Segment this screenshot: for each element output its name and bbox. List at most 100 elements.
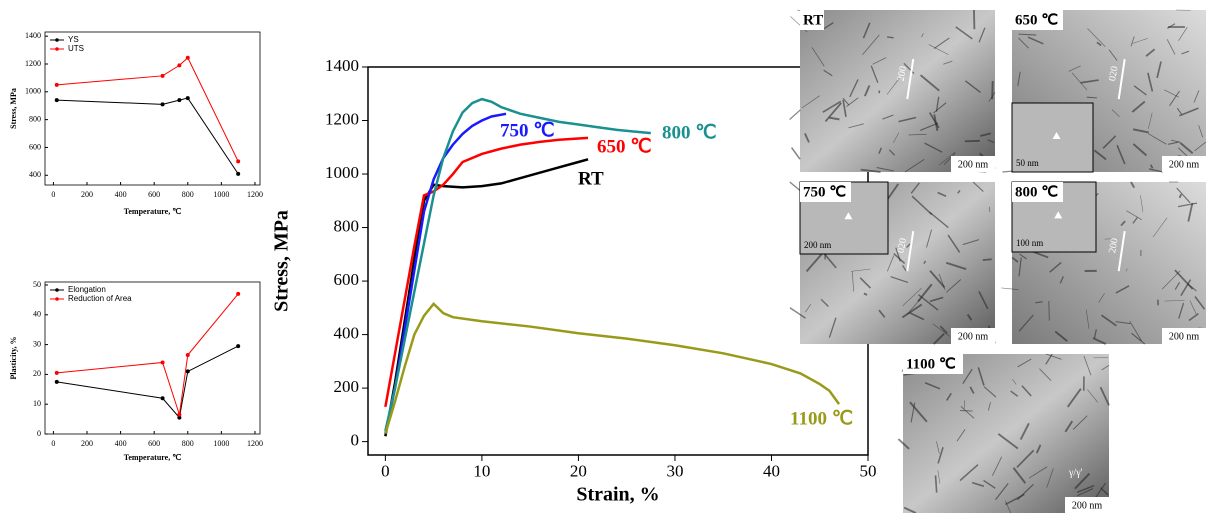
dislocation	[1170, 139, 1179, 143]
data-line	[56, 293, 239, 415]
panel-label: 750 ℃	[803, 184, 846, 200]
dislocation	[1131, 332, 1146, 345]
data-point	[236, 159, 241, 164]
dislocation	[890, 276, 909, 283]
data-point	[236, 291, 241, 296]
label-bg	[800, 10, 824, 30]
dislocation	[1019, 253, 1027, 260]
dislocation	[1010, 390, 1019, 397]
dislocation	[1179, 142, 1194, 154]
data-point	[177, 63, 182, 68]
dislocation	[1108, 49, 1118, 61]
dislocation	[982, 258, 992, 262]
plot-frame	[367, 66, 869, 456]
dislocation	[921, 33, 924, 38]
dislocation	[859, 277, 872, 289]
dislocation	[1085, 309, 1090, 329]
data-point	[177, 98, 182, 103]
dislocation	[801, 95, 820, 109]
dislocation	[876, 167, 894, 172]
series-label: 750 ℃	[500, 120, 555, 141]
dislocation	[964, 80, 981, 93]
dislocation	[1087, 389, 1098, 403]
plot-frame	[44, 31, 261, 186]
dislocation	[1156, 61, 1162, 79]
dislocation	[1166, 23, 1176, 29]
y-axis-label: Stress, MPa	[271, 210, 293, 312]
dislocation	[1066, 388, 1082, 408]
x-axis-label: Temperature, ℃	[124, 453, 181, 462]
dislocation	[1168, 141, 1181, 145]
x-tick-label: 10	[473, 461, 490, 480]
data-point	[185, 369, 190, 374]
data-point	[185, 353, 190, 358]
dislocation	[992, 456, 1003, 476]
dislocation	[1147, 133, 1167, 145]
dislocation	[1012, 467, 1027, 484]
data-point	[54, 98, 59, 103]
dislocation	[911, 195, 933, 216]
dislocation	[820, 298, 829, 307]
dislocation	[959, 464, 979, 482]
dislocation	[960, 405, 975, 419]
g-vector-label: 200	[896, 65, 909, 82]
dislocation	[897, 438, 910, 450]
dislocation	[957, 190, 961, 194]
dislocation	[862, 22, 871, 39]
scale-bg	[1162, 156, 1206, 172]
dislocation	[1018, 37, 1029, 49]
dislocation	[850, 268, 871, 272]
dislocation	[1100, 487, 1109, 496]
y-tick-label: 1000	[325, 163, 359, 182]
label-bg	[903, 354, 963, 374]
dislocation	[1004, 500, 1012, 513]
dislocation	[824, 102, 842, 123]
dislocation	[1039, 368, 1052, 381]
x-tick-label: 0	[51, 190, 55, 199]
micrograph-field	[800, 10, 995, 172]
g-vector	[1117, 230, 1126, 272]
dislocation	[1115, 285, 1130, 294]
dislocation	[848, 123, 864, 129]
dislocation	[1132, 216, 1138, 224]
y-tick-label: 600	[29, 142, 41, 151]
dislocation	[1016, 483, 1034, 501]
series-label: 650 ℃	[597, 136, 652, 157]
dislocation	[863, 85, 871, 97]
y-tick-label: 50	[33, 280, 41, 289]
panel-label: 1100 ℃	[906, 356, 956, 372]
dislocation	[1132, 128, 1149, 134]
y-axis-label: Plasticity, %	[9, 336, 18, 379]
dislocation	[971, 481, 985, 487]
dislocation	[978, 27, 986, 43]
data-line	[56, 345, 239, 419]
dislocation	[983, 479, 996, 489]
dislocation	[979, 132, 991, 137]
dislocation	[1169, 90, 1180, 107]
dislocation	[1145, 48, 1156, 57]
data-point	[160, 396, 165, 401]
dislocation	[1193, 90, 1200, 103]
dislocation	[1100, 314, 1117, 327]
dislocation	[1072, 415, 1088, 430]
dislocation	[983, 386, 997, 398]
dislocation	[909, 312, 925, 321]
micrograph: 1100 ℃ 200 nm γ/γ'	[897, 353, 1110, 513]
dislocation	[823, 69, 833, 77]
dislocation	[1194, 296, 1206, 310]
dislocation	[870, 65, 879, 83]
x-tick-label: 600	[148, 439, 160, 448]
data-line	[56, 97, 239, 175]
dislocation	[1016, 449, 1035, 469]
y-tick-label: 20	[33, 369, 41, 378]
dislocation	[1194, 141, 1206, 152]
x-tick-label: 200	[81, 190, 93, 199]
dislocation	[1164, 299, 1185, 302]
y-tick-label: 800	[29, 114, 41, 123]
dislocation	[937, 470, 941, 484]
y-tick-label: 1200	[325, 109, 359, 128]
dislocation	[895, 247, 901, 262]
dislocation	[1093, 329, 1097, 339]
g-vector-label: 020	[896, 237, 909, 254]
